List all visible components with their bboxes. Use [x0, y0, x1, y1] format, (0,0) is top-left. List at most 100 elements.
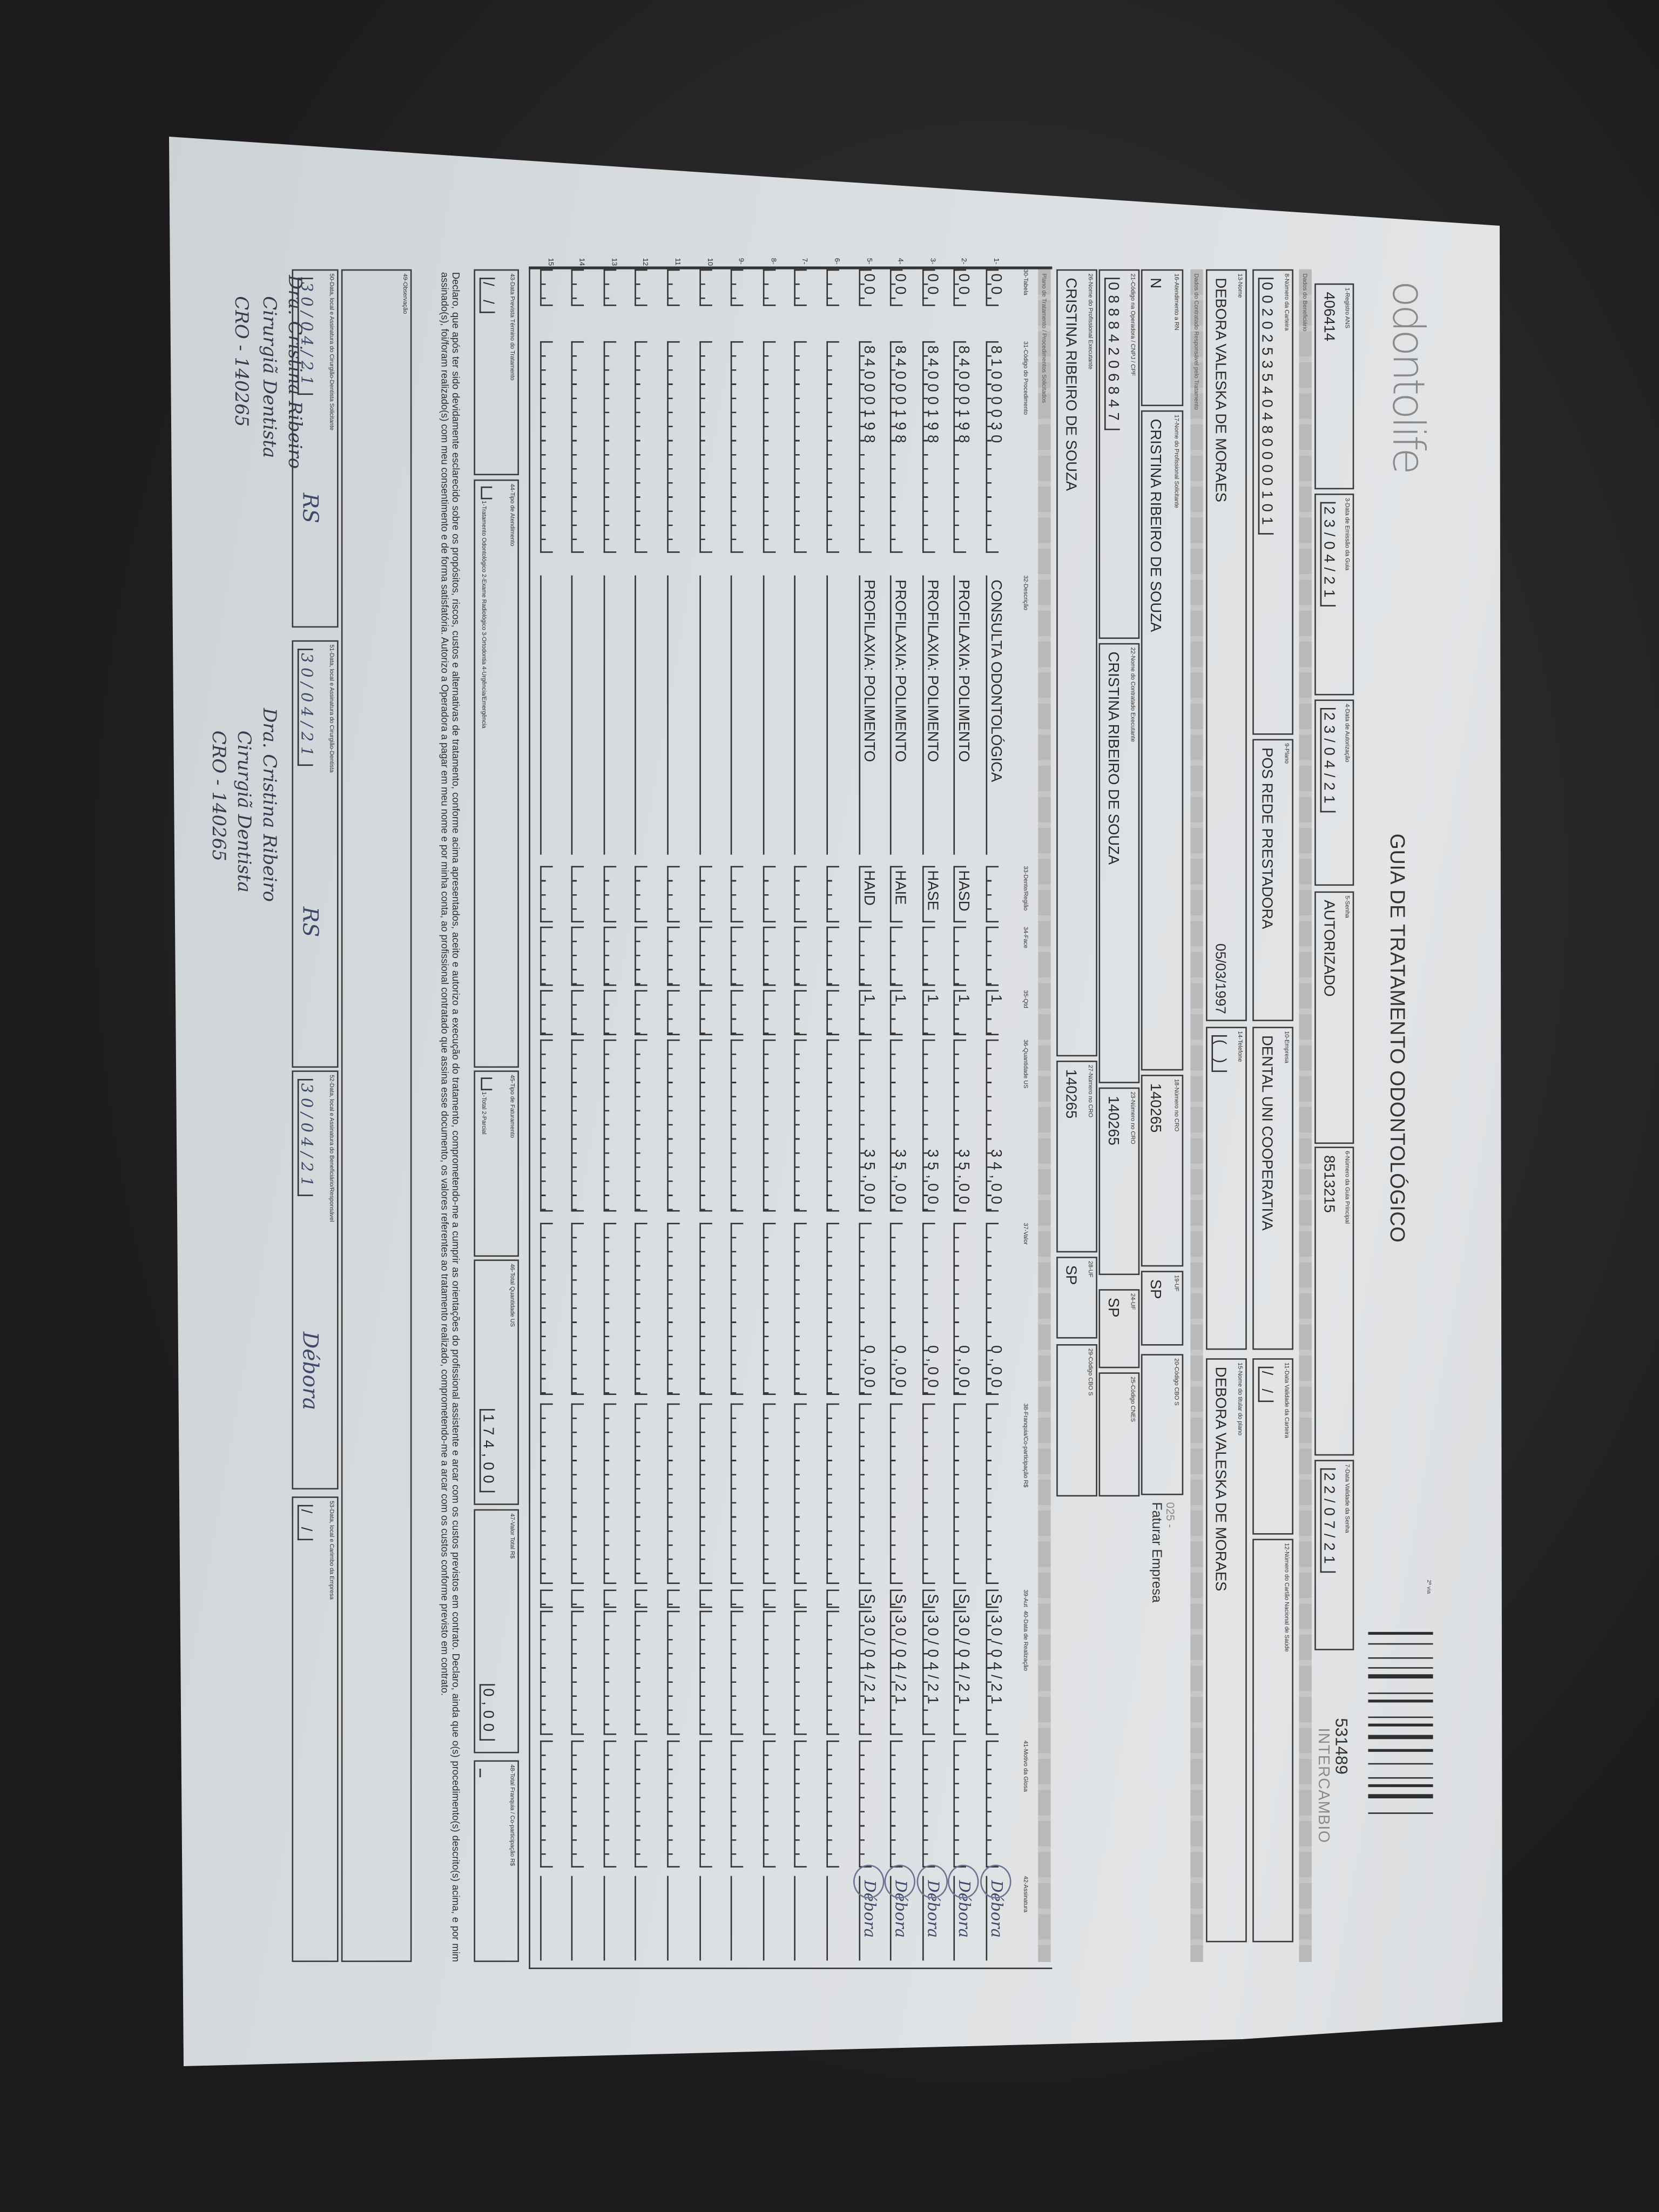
cell-code[interactable]	[571, 341, 588, 553]
field-f47[interactable]: 47-Valor Total R$ 0,00	[474, 1509, 519, 1754]
cell-face[interactable]	[699, 926, 716, 986]
cell-qtd[interactable]	[667, 990, 684, 1035]
cell-assinatura[interactable]	[571, 1876, 588, 1961]
cell-aut[interactable]: S	[954, 1589, 972, 1608]
cell-code[interactable]: 84000198	[922, 341, 940, 553]
cell-data[interactable]	[539, 1610, 556, 1735]
cell-tabela[interactable]	[539, 269, 556, 306]
field-f6[interactable]: 6-Número da Guia Principal 8513215	[1314, 1147, 1354, 1456]
cell-dente[interactable]	[826, 866, 843, 923]
cell-franquia[interactable]	[794, 1403, 811, 1584]
cell-glosa[interactable]	[731, 1740, 747, 1868]
cell-assinatura[interactable]	[603, 1876, 620, 1961]
cell-face[interactable]	[539, 926, 556, 986]
cell-glosa[interactable]	[635, 1740, 652, 1868]
cell-aut[interactable]	[635, 1589, 652, 1608]
cell-qtd[interactable]	[826, 990, 843, 1035]
cell-code[interactable]	[667, 341, 684, 553]
field-f26[interactable]: 26-Nome do Profissional Executante CRISTI…	[1056, 269, 1097, 1057]
cell-valor[interactable]	[699, 1223, 716, 1395]
cell-glosa[interactable]	[539, 1740, 556, 1868]
cell-aut[interactable]	[763, 1589, 779, 1608]
cell-tabela[interactable]	[731, 269, 747, 306]
field-f20[interactable]: 20-Código CBO S	[1141, 1354, 1184, 1495]
cell-data[interactable]	[731, 1610, 747, 1735]
cell-data[interactable]	[603, 1610, 620, 1735]
cell-desc[interactable]	[571, 575, 588, 855]
cell-assinatura[interactable]	[826, 1876, 843, 1961]
field-f16[interactable]: 16-Atendimento a RN N	[1141, 269, 1184, 407]
cell-valor[interactable]: 0,00	[858, 1223, 876, 1395]
cell-data[interactable]: 30/04/21	[954, 1610, 972, 1735]
cell-glosa[interactable]	[763, 1740, 779, 1868]
cell-face[interactable]	[635, 926, 652, 986]
cell-assinatura[interactable]	[635, 1876, 652, 1961]
cell-aut[interactable]: S	[986, 1589, 1004, 1608]
cell-qtd[interactable]	[731, 990, 747, 1035]
cell-qtd_us[interactable]: 35,00	[954, 1039, 972, 1212]
cell-dente[interactable]	[731, 866, 747, 923]
field-f52[interactable]: 52-Data, local e Assinatura do Beneficiá…	[292, 1070, 339, 1490]
cell-qtd_us[interactable]: 35,00	[890, 1039, 908, 1212]
cell-valor[interactable]	[731, 1223, 747, 1395]
cell-face[interactable]	[954, 926, 971, 986]
cell-valor[interactable]: 0,00	[954, 1223, 972, 1395]
cell-tabela[interactable]: 00	[922, 269, 940, 306]
cell-data[interactable]: 30/04/21	[986, 1610, 1004, 1735]
cell-data[interactable]: 30/04/21	[922, 1610, 940, 1735]
cell-aut[interactable]	[571, 1589, 588, 1608]
cell-tabela[interactable]	[794, 269, 811, 306]
field-f29[interactable]: 29-Código CBO S	[1056, 1344, 1097, 1497]
cell-desc[interactable]	[603, 575, 620, 855]
cell-qtd[interactable]	[635, 990, 652, 1035]
cell-code[interactable]: 84000198	[858, 341, 876, 553]
cell-assinatura[interactable]	[763, 1876, 779, 1961]
cell-face[interactable]	[571, 926, 588, 986]
cell-tabela[interactable]	[635, 269, 652, 306]
cell-franquia[interactable]	[699, 1403, 716, 1584]
cell-dente[interactable]	[667, 866, 684, 923]
cell-data[interactable]	[699, 1610, 716, 1735]
field-f1[interactable]: 1-Registro ANS 406414	[1314, 283, 1354, 490]
field-f51[interactable]: 51-Data, local e Assinatura do Cirurgião…	[292, 640, 339, 1068]
cell-desc[interactable]	[539, 575, 556, 855]
cell-desc[interactable]	[731, 575, 747, 855]
cell-tabela[interactable]	[603, 269, 620, 306]
field-f12[interactable]: 12-Número do Cartão Nacional de Saúde	[1252, 1539, 1293, 1943]
cell-franquia[interactable]	[954, 1403, 971, 1584]
cell-franquia[interactable]	[731, 1403, 747, 1584]
cell-assinatura[interactable]	[699, 1876, 716, 1961]
cell-franquia[interactable]	[603, 1403, 620, 1584]
cell-qtd[interactable]	[603, 990, 620, 1035]
cell-aut[interactable]	[731, 1589, 747, 1608]
cell-qtd_us[interactable]	[794, 1039, 811, 1212]
cell-glosa[interactable]	[603, 1740, 620, 1868]
cell-franquia[interactable]	[922, 1403, 939, 1584]
cell-tabela[interactable]: 00	[986, 269, 1004, 306]
cell-aut[interactable]	[699, 1589, 716, 1608]
cell-aut[interactable]: S	[922, 1589, 940, 1608]
cell-qtd_us[interactable]	[826, 1039, 843, 1212]
cell-tabela[interactable]	[571, 269, 588, 306]
cell-assinatura[interactable]: Débora	[980, 1864, 1011, 1961]
field-f22[interactable]: 22-Nome do Contratado Executante CRISTINA…	[1098, 643, 1140, 1083]
cell-data[interactable]: 30/04/21	[858, 1610, 876, 1735]
cell-valor[interactable]	[794, 1223, 811, 1395]
cell-dente[interactable]	[603, 866, 620, 923]
cell-qtd_us[interactable]	[667, 1039, 684, 1212]
cell-tabela[interactable]	[826, 269, 843, 306]
field-f43[interactable]: 43-Data Prevista Término do Tratamento /…	[474, 269, 519, 476]
cell-qtd_us[interactable]	[763, 1039, 779, 1212]
cell-franquia[interactable]	[858, 1403, 875, 1584]
cell-aut[interactable]: S	[858, 1589, 876, 1608]
field-f27[interactable]: 27-Número no CRO 140265	[1056, 1061, 1097, 1253]
field-f9[interactable]: 9-Plano POS REDE PRESTADORA	[1252, 739, 1293, 1021]
cell-qtd_us[interactable]	[539, 1039, 556, 1212]
cell-qtd[interactable]	[794, 990, 811, 1035]
cell-dente[interactable]: HASE	[922, 866, 940, 923]
cell-face[interactable]	[922, 926, 939, 986]
cell-dente[interactable]: HASD	[954, 866, 972, 923]
cell-code[interactable]	[539, 341, 556, 553]
checkbox-field[interactable]	[481, 486, 493, 500]
cell-data[interactable]	[763, 1610, 779, 1735]
